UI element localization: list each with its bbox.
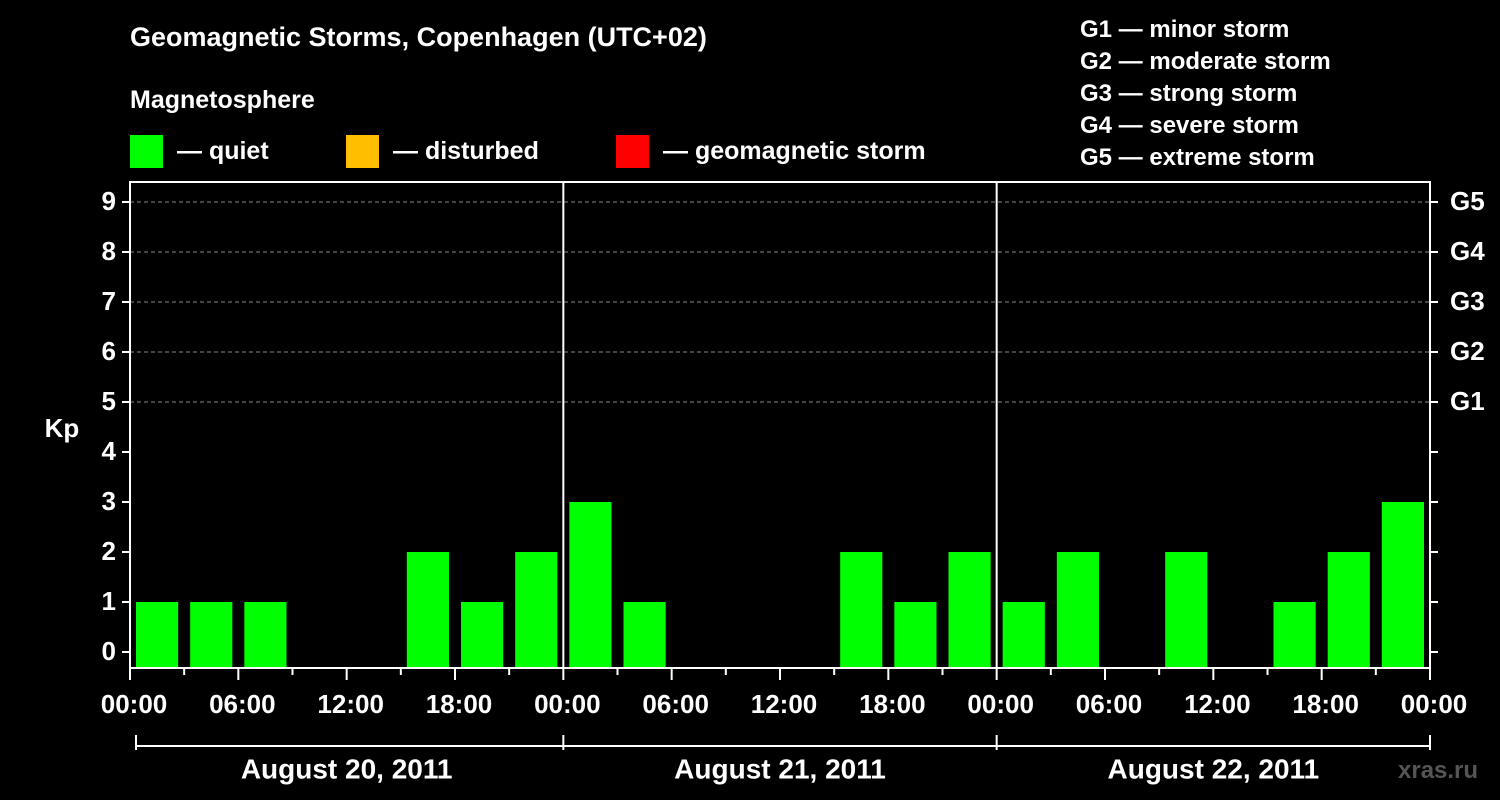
day-label: August 20, 2011: [241, 753, 453, 784]
chart-title: Geomagnetic Storms, Copenhagen (UTC+02): [130, 22, 707, 52]
kp-bar: [406, 552, 449, 668]
legend-quiet-swatch: [130, 134, 163, 168]
storm-scale-g5: G5 — extreme storm: [1080, 144, 1315, 171]
y-axis-label: Kp: [45, 413, 80, 443]
g-scale-label: G2: [1450, 336, 1485, 366]
x-tick-label: 18:00: [1292, 689, 1359, 719]
y-tick-label: 7: [102, 286, 116, 316]
kp-bar: [515, 552, 558, 668]
legend-storm-label: — geomagnetic storm: [663, 136, 926, 165]
x-tick-label: 18:00: [859, 689, 926, 719]
kp-bar: [623, 602, 666, 668]
storm-scale-g3: G3 — strong storm: [1080, 80, 1298, 107]
magnetosphere-label: Magnetosphere: [130, 86, 315, 114]
kp-bar: [461, 602, 504, 668]
y-tick-label: 2: [102, 536, 116, 566]
legend-storm-swatch: [616, 134, 649, 168]
watermark: xras.ru: [1398, 757, 1479, 784]
x-tick-label: 06:00: [642, 689, 709, 719]
legend-quiet: — quiet: [130, 134, 269, 168]
kp-bar: [894, 602, 937, 668]
kp-bar: [190, 602, 233, 668]
storm-scale-g2: G2 — moderate storm: [1080, 48, 1331, 75]
kp-bar: [244, 602, 287, 668]
kp-bar: [1002, 602, 1045, 668]
x-tick-label: 00:00: [534, 689, 601, 719]
storm-scale-list: G1 — minor storm G2 — moderate storm G3 …: [1080, 14, 1331, 174]
x-tick-label: 00:00: [101, 689, 168, 719]
g-scale-label: G3: [1450, 286, 1485, 316]
y-tick-label: 9: [102, 186, 116, 216]
y-tick-label: 4: [102, 436, 117, 466]
x-tick-label: 06:00: [209, 689, 276, 719]
x-tick-label: 00:00: [967, 689, 1034, 719]
kp-bar: [840, 552, 883, 668]
y-tick-label: 5: [102, 386, 116, 416]
legend-disturbed: — disturbed: [346, 134, 539, 168]
legend-quiet-label: — quiet: [177, 136, 269, 165]
y-tick-label: 1: [102, 586, 116, 616]
storm-scale-g1: G1 — minor storm: [1080, 16, 1290, 43]
g-scale-label: G4: [1450, 236, 1485, 266]
legend-disturbed-swatch: [346, 134, 379, 168]
x-tick-label: 00:00: [1401, 689, 1468, 719]
legend-storm: — geomagnetic storm: [616, 134, 926, 168]
kp-bar: [1327, 552, 1370, 668]
day-label: August 22, 2011: [1108, 753, 1320, 784]
y-tick-label: 8: [102, 236, 116, 266]
plot-frame: [129, 181, 1431, 669]
x-tick-label: 18:00: [426, 689, 493, 719]
x-tick-label: 06:00: [1076, 689, 1143, 719]
kp-bar: [1381, 502, 1424, 668]
x-tick-label: 12:00: [317, 689, 384, 719]
kp-bar: [1165, 552, 1208, 668]
y-tick-label: 0: [102, 636, 116, 666]
g-scale-label: G5: [1450, 186, 1485, 216]
kp-bar: [569, 502, 612, 668]
kp-bar: [136, 602, 179, 668]
kp-bar: [948, 552, 991, 668]
day-label: August 21, 2011: [674, 753, 886, 784]
y-tick-label: 3: [102, 486, 116, 516]
storm-scale-g4: G4 — severe storm: [1080, 112, 1299, 139]
y-tick-label: 6: [102, 336, 116, 366]
g-scale-label: G1: [1450, 386, 1485, 416]
kp-bar: [1273, 602, 1316, 668]
kp-bar: [1056, 552, 1099, 668]
legend-disturbed-label: — disturbed: [393, 136, 539, 165]
x-tick-label: 12:00: [1184, 689, 1251, 719]
x-tick-label: 12:00: [751, 689, 818, 719]
